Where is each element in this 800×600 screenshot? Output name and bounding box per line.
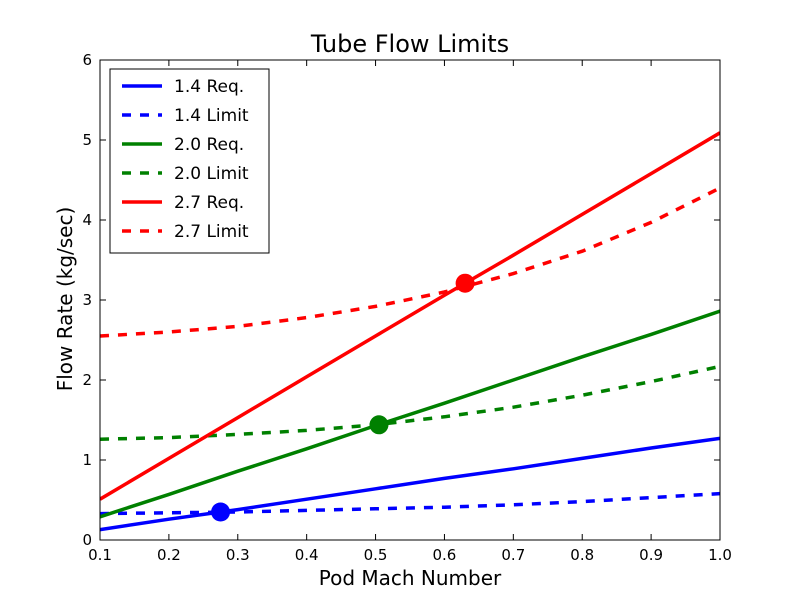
series-line-1-4-req [100,436,720,532]
y-axis-label: Flow Rate (kg/sec) [53,207,77,392]
x-tick-label: 0.8 [570,546,594,564]
x-tick-label: 0.4 [295,546,319,564]
intersection-marker-2-7 [455,273,475,293]
legend: 1.4 Req. 1.4 Limit 2.0 Req. 2.0 Limit 2.7 Re… [109,68,270,254]
legend-label: 2.0 Limit [174,164,249,184]
series-line-2-7-req [100,131,720,501]
x-tick-label: 0.1 [88,546,112,564]
intersection-marker-1-4 [211,502,231,522]
y-tick-label: 6 [82,51,92,69]
x-tick-label: 1.0 [708,546,732,564]
series-line-2-0-req [100,309,720,519]
legend-box [109,68,270,254]
intersection-marker-2-0 [369,415,389,435]
chart-title: Tube Flow Limits [310,30,509,58]
legend-label: 2.7 Req. [174,193,244,213]
y-tick-label: 3 [82,291,92,309]
y-tick-label: 5 [82,131,92,149]
x-tick-label: 0.6 [433,546,457,564]
x-tick-label: 0.5 [364,546,388,564]
x-tick-label: 0.3 [226,546,250,564]
y-tick-label: 0 [82,531,92,549]
legend-label: 2.7 Limit [174,222,249,242]
x-tick-label: 0.9 [639,546,663,564]
x-tick-label: 0.2 [157,546,181,564]
plot-area [100,131,720,532]
legend-label: 1.4 Req. [174,77,244,97]
y-tick-label: 4 [82,211,92,229]
x-tick-label: 0.7 [501,546,525,564]
y-tick-label: 1 [82,451,92,469]
series-line-2-0-limit [100,364,720,441]
series-line-2-7-limit [100,186,720,338]
axes: 0.1 0.2 0.3 0.4 0.5 0.6 0.7 0.8 0.9 1.0 0 1 2 3 4 5 6 [82,51,731,564]
y-tick-label: 2 [82,371,92,389]
x-axis-label: Pod Mach Number [319,566,502,590]
series-group [100,131,720,532]
legend-label: 2.0 Req. [174,135,244,155]
legend-label: 1.4 Limit [174,106,249,126]
series-line-1-4-limit [100,491,720,516]
